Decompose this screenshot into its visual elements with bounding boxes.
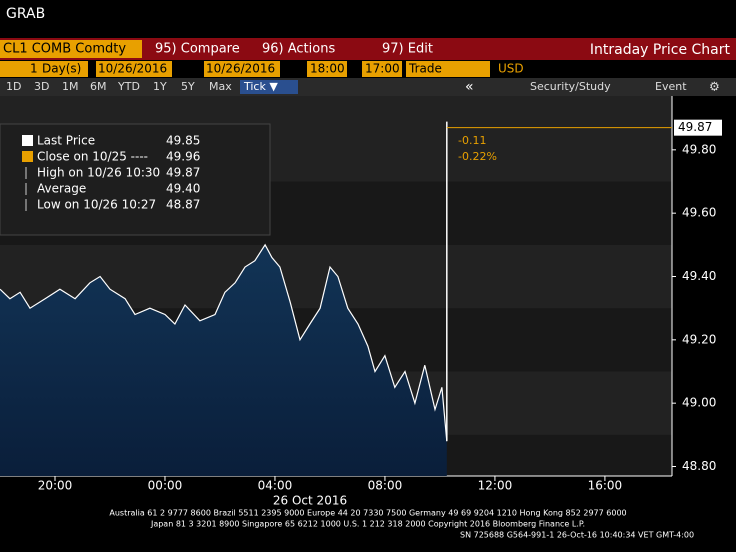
compare-button[interactable]: 95) Compare [155,42,240,57]
actions-button[interactable]: 96) Actions [262,42,335,57]
legend-value: 49.87 [166,166,200,180]
days-box[interactable] [0,61,88,77]
currency: USD [498,62,524,76]
y-tick-label: 48.80 [682,459,716,473]
legend-label: High on 10/26 10:30 [37,166,160,180]
footer-line: Australia 61 2 9777 8600 Brazil 5511 239… [109,509,626,518]
x-tick-label: 20:00 [38,479,73,493]
field-box[interactable] [406,61,490,77]
range-button[interactable]: 3D [34,80,49,93]
price-line [0,243,448,442]
x-axis-label: 26 Oct 2016 [273,494,347,508]
y-tick-label: 49.00 [682,396,716,410]
x-tick-label: 04:00 [258,479,293,493]
range-button[interactable]: 1D [6,80,21,93]
start-time-box[interactable] [307,61,347,77]
footer-line: Japan 81 3 3201 8900 Singapore 65 6212 1… [150,520,585,529]
y-tick-label: 49.40 [682,269,716,283]
active-range[interactable] [240,80,298,94]
range-button[interactable]: 5Y [181,80,195,93]
x-tick-label: 16:00 [588,479,623,493]
legend-value: 48.87 [166,198,200,212]
study-button[interactable]: Security/Study [530,80,611,93]
range-button[interactable]: Tick ▼ [243,80,278,93]
range-button[interactable]: 1Y [153,80,167,93]
toolbar [0,38,736,60]
range-button[interactable]: Max [209,80,232,93]
last-marker: 49.87 [678,120,712,134]
legend-value: 49.40 [166,182,200,196]
security[interactable]: CL1 COMB Comdty [3,42,126,57]
legend-value: 49.85 [166,134,200,148]
legend-label: Low on 10/26 10:27 [37,198,156,212]
range-button[interactable]: YTD [117,80,140,93]
legend-swatch [22,151,33,162]
change-pct: -0.22% [458,150,497,163]
start-date[interactable]: 10/26/2016 [98,62,167,76]
start-time[interactable]: 18:00 [310,62,345,76]
footer-line: SN 725688 G564-991-1 26-Oct-16 10:40:34 … [460,531,694,540]
legend-box [0,123,271,236]
days[interactable]: 1 [30,62,38,76]
range-button[interactable]: 1M [62,80,79,93]
end-time-box[interactable] [362,61,402,77]
legend-value: 49.96 [166,150,200,164]
days-unit[interactable]: Day(s) [42,62,81,76]
legend-swatch [22,135,33,146]
y-tick-label: 49.20 [682,332,716,346]
legend-label: Average [37,182,86,196]
field[interactable]: Trade [408,62,442,76]
change: -0.11 [458,134,486,147]
x-tick-label: 08:00 [368,479,403,493]
end-date[interactable]: 10/26/2016 [206,62,275,76]
legend-label: Close on 10/25 ---- [37,150,148,164]
x-tick-label: 12:00 [478,479,513,493]
legend-label: Last Price [37,134,95,148]
settings-gear[interactable]: ⚙ [709,80,720,94]
y-tick-label: 49.60 [682,206,716,220]
range-bar [0,78,736,96]
range-button[interactable]: 6M [90,80,107,93]
y-tick-label: 49.80 [682,142,716,156]
edit-button[interactable]: 97) Edit [382,42,433,57]
last-marker-box [674,119,722,136]
price-area [0,244,447,476]
event-button[interactable]: Event [655,80,687,93]
start-date-box[interactable] [96,61,172,77]
end-date-box[interactable] [204,61,280,77]
window-title: GRAB [6,6,45,22]
x-tick-label: 00:00 [148,479,183,493]
back-button[interactable]: « [465,79,474,95]
chart-name: Intraday Price Chart [590,42,731,58]
end-time[interactable]: 17:00 [365,62,400,76]
security-box[interactable] [0,40,142,58]
